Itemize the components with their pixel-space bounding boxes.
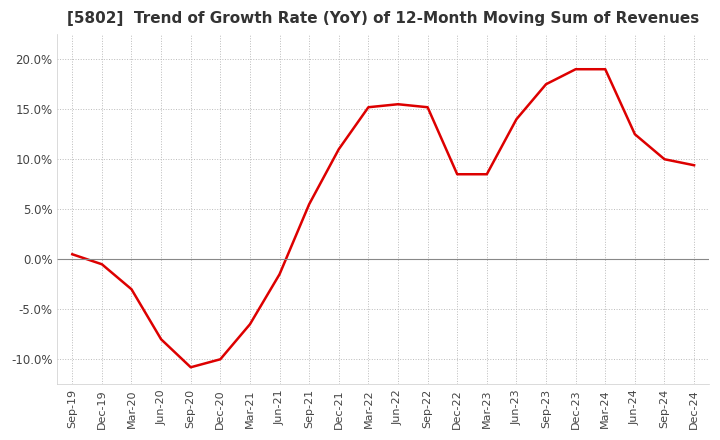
Title: [5802]  Trend of Growth Rate (YoY) of 12-Month Moving Sum of Revenues: [5802] Trend of Growth Rate (YoY) of 12-… [67,11,699,26]
